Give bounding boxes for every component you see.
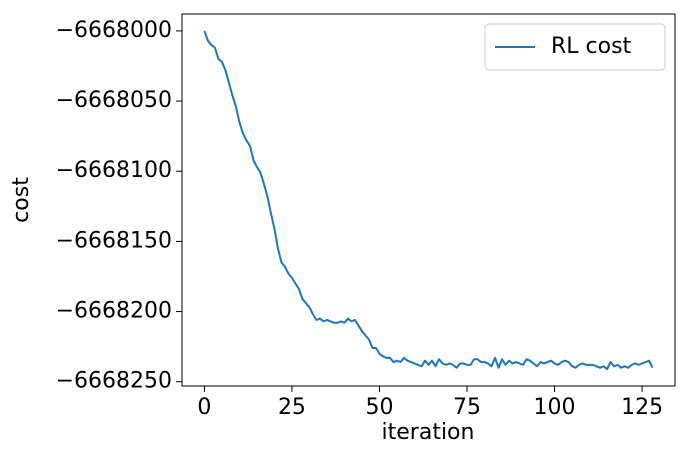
data-line: [203, 30, 654, 371]
x-tick-label: 75: [453, 395, 481, 420]
x-axis-label: iteration: [382, 420, 475, 445]
plot-frame: [181, 13, 676, 387]
x-tick-label: 125: [621, 395, 663, 420]
legend-box: [484, 23, 666, 71]
y-tick-label: −6668200: [56, 299, 172, 324]
y-tick-label: −6668000: [56, 18, 172, 43]
y-tick-label: −6668150: [56, 228, 172, 253]
x-tick-label: 25: [278, 395, 306, 420]
y-tick-label: −6668100: [56, 158, 172, 183]
legend-label: RL cost: [551, 34, 632, 59]
y-tick-label: −6668050: [56, 88, 172, 113]
y-tick-label: −6668250: [56, 369, 172, 394]
y-axis-label: cost: [9, 177, 34, 223]
x-tick-label: 0: [197, 395, 211, 420]
x-tick-label: 100: [534, 395, 576, 420]
x-tick-label: 50: [365, 395, 393, 420]
